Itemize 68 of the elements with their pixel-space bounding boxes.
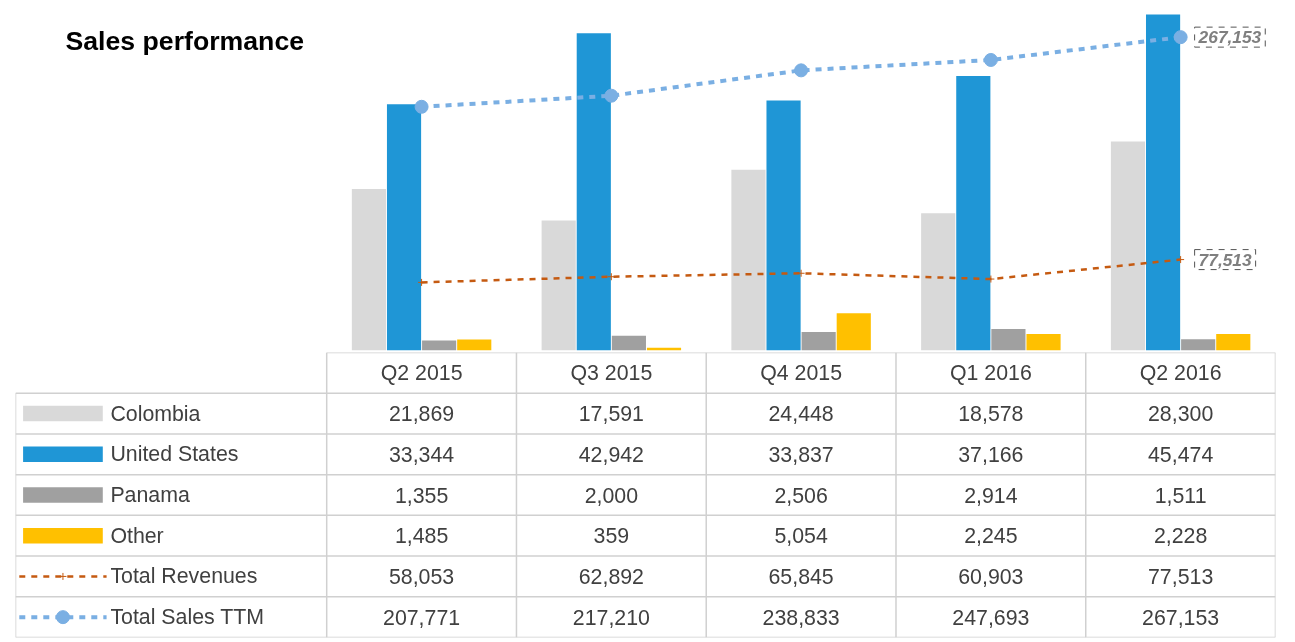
data-label: 2,506 <box>774 483 828 508</box>
bar <box>731 169 766 351</box>
data-label: 238,833 <box>762 605 840 630</box>
annotation: 77,513 <box>1198 249 1252 270</box>
bar <box>1145 14 1181 351</box>
bar <box>386 104 422 351</box>
x-tick-label: Q2 2015 <box>380 360 463 385</box>
bar <box>836 313 871 351</box>
legend-label: United States <box>110 442 239 467</box>
x-tick-label: Q1 2016 <box>949 360 1032 385</box>
data-label: 247,693 <box>952 605 1030 630</box>
data-label: 24,448 <box>768 402 834 427</box>
legend-label: Panama <box>110 483 190 507</box>
annotation: 267,153 <box>1197 27 1262 48</box>
point <box>983 52 998 67</box>
legend-label: Other <box>110 523 164 548</box>
data-label: 1,485 <box>394 524 449 549</box>
data-label: 45,474 <box>1148 442 1214 467</box>
point <box>794 63 809 78</box>
data-label: 217,210 <box>572 605 651 630</box>
legend-label: Total Revenues <box>110 564 258 589</box>
bar <box>1216 334 1251 351</box>
bar <box>991 328 1026 351</box>
x-tick-label: Q4 2015 <box>760 360 843 385</box>
data-label: 58,053 <box>388 564 455 589</box>
data-label: 28,300 <box>1148 402 1214 427</box>
data-label: 77,513 <box>1148 564 1214 589</box>
data-label: 1,355 <box>394 483 449 508</box>
chart-title: Sales performance <box>65 25 305 56</box>
data-label: 17,591 <box>578 402 644 427</box>
data-label: 359 <box>593 524 630 549</box>
bar <box>801 331 836 351</box>
bar <box>351 188 386 351</box>
point <box>1173 30 1188 45</box>
data-label: 1,511 <box>1154 483 1207 508</box>
x-tick-label: Q3 2015 <box>570 360 653 385</box>
bar <box>611 335 646 351</box>
data-label: 2,000 <box>584 483 639 508</box>
bar <box>921 213 956 351</box>
point <box>414 99 429 114</box>
bar <box>1026 333 1061 351</box>
data-label: 18,578 <box>958 402 1024 427</box>
bar <box>422 340 457 351</box>
data-label: 207,771 <box>383 605 461 630</box>
bar <box>576 33 611 351</box>
bar <box>1110 141 1146 351</box>
data-label: 2,914 <box>964 483 1018 508</box>
data-label: 60,903 <box>958 564 1024 589</box>
legend-label: Colombia <box>110 401 201 426</box>
data-label: 65,845 <box>768 564 834 589</box>
bar <box>1181 339 1216 351</box>
data-label: 62,892 <box>578 564 644 589</box>
point <box>604 88 619 103</box>
data-label: 2,228 <box>1153 524 1208 549</box>
data-label: 42,942 <box>578 442 644 467</box>
bar <box>766 100 801 351</box>
data-label: 267,153 <box>1142 605 1220 630</box>
legend-label: Total Sales TTM <box>110 605 265 630</box>
data-label: 33,344 <box>388 442 455 467</box>
x-tick-label: Q2 2016 <box>1139 360 1222 385</box>
data-label: 37,166 <box>958 442 1024 467</box>
bar <box>956 75 991 351</box>
data-label: 5,054 <box>774 524 828 549</box>
data-label: 2,245 <box>964 524 1018 549</box>
bar <box>457 339 492 351</box>
data-label: 33,837 <box>768 442 834 467</box>
data-label: 21,869 <box>388 402 455 427</box>
bar <box>541 220 576 351</box>
